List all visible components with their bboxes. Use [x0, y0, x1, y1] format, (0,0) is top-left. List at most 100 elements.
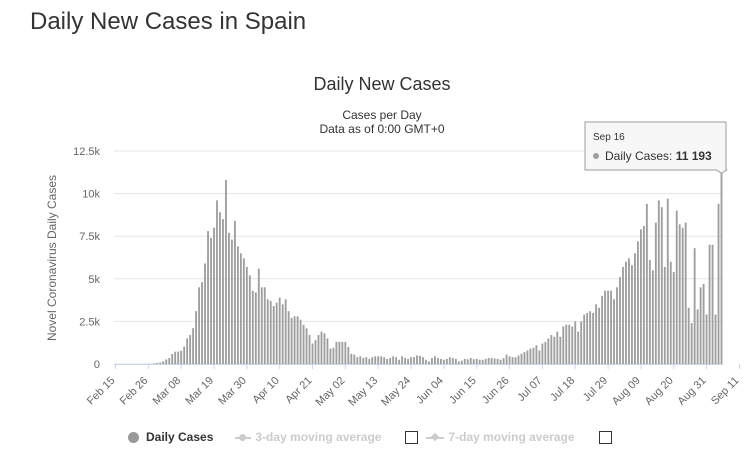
bar	[571, 327, 573, 364]
bar	[676, 211, 678, 364]
checkbox-3-day-average[interactable]	[405, 431, 418, 444]
legend-line-marker-icon	[235, 432, 251, 443]
bar	[607, 291, 609, 364]
legend-item-3-day-average[interactable]: 3-day moving average	[235, 430, 381, 444]
y-axis-title: Novel Coronavirus Daily Cases	[45, 175, 59, 341]
y-tick-label: 10k	[82, 189, 100, 201]
bar	[431, 358, 433, 364]
bar	[643, 226, 645, 364]
y-tick-label: 2.5k	[79, 316, 100, 328]
bar	[315, 340, 317, 364]
bar	[685, 223, 687, 364]
bar	[407, 359, 409, 364]
chart-subtitle-line-1: Cases per Day	[342, 108, 421, 122]
x-tick-label: Jun 15	[447, 375, 479, 407]
bar	[276, 303, 278, 364]
bar	[264, 287, 266, 364]
bar	[383, 357, 385, 364]
x-tick-label: Mar 19	[183, 375, 216, 408]
bar	[479, 360, 481, 364]
bar	[288, 311, 290, 364]
bar	[610, 291, 612, 364]
tooltip-marker	[593, 153, 599, 159]
bar	[386, 359, 388, 364]
bar	[488, 358, 490, 364]
bar	[598, 308, 600, 364]
bar	[180, 351, 182, 364]
bar	[500, 360, 502, 364]
bar	[267, 299, 269, 364]
bar	[601, 296, 603, 364]
bar	[706, 315, 708, 364]
bar	[544, 342, 546, 364]
x-tick-label: Aug 31	[676, 375, 709, 408]
bar	[273, 306, 275, 364]
bar	[419, 356, 421, 364]
bar	[452, 358, 454, 364]
tooltip-date: Sep 16	[593, 132, 625, 143]
x-tick-label: Apr 21	[283, 375, 314, 406]
x-tick-label: Apr 10	[250, 375, 281, 406]
bar	[482, 360, 484, 364]
bar	[374, 356, 376, 364]
bar	[458, 361, 460, 364]
bar	[541, 344, 543, 364]
bar	[201, 282, 203, 364]
x-tick-label: Mar 08	[151, 375, 184, 408]
x-tick-label: Jul 29	[581, 375, 610, 404]
bar	[494, 359, 496, 364]
x-tick-label: Jul 07	[515, 375, 544, 404]
bar	[562, 327, 564, 364]
x-tick-label: May 24	[379, 375, 413, 409]
x-tick-label: Jul 18	[548, 375, 577, 404]
bar	[324, 333, 326, 364]
bar	[279, 298, 281, 364]
bar	[392, 356, 394, 364]
bar	[380, 356, 382, 364]
bar	[628, 258, 630, 364]
bar	[709, 245, 711, 364]
bar	[321, 332, 323, 364]
bar	[395, 357, 397, 364]
bar	[186, 338, 188, 364]
bar	[371, 357, 373, 364]
legend-item-daily-cases[interactable]: Daily Cases	[128, 430, 213, 444]
bar	[703, 284, 705, 364]
bar	[446, 359, 448, 364]
bar	[189, 335, 191, 364]
bar	[261, 287, 263, 364]
bar	[422, 357, 424, 364]
bar	[649, 260, 651, 364]
checkbox-7-day-average[interactable]	[599, 431, 612, 444]
bar	[171, 354, 173, 364]
bar	[213, 228, 215, 364]
tooltip-series-label: Daily Cases: 11 193	[605, 149, 712, 163]
x-tick-label: Jun 04	[414, 375, 446, 407]
bar	[243, 258, 245, 364]
bar	[168, 358, 170, 364]
bar	[246, 267, 248, 364]
bar	[330, 349, 332, 364]
bar	[153, 363, 155, 364]
bar	[670, 262, 672, 364]
bar	[550, 335, 552, 364]
bar	[497, 359, 499, 364]
bar	[413, 357, 415, 364]
bar	[338, 342, 340, 364]
bar	[347, 347, 349, 364]
bar	[712, 245, 714, 364]
bar	[515, 357, 517, 364]
bar	[616, 287, 618, 364]
bar	[533, 348, 535, 364]
legend-item-7-day-average[interactable]: 7-day moving average	[426, 430, 574, 444]
bar	[664, 267, 666, 364]
bar	[231, 240, 233, 364]
bar	[509, 356, 511, 364]
bar	[434, 356, 436, 364]
bar	[401, 356, 403, 364]
bar	[210, 238, 212, 364]
bar	[461, 361, 463, 364]
bar	[332, 348, 334, 364]
bar	[682, 228, 684, 364]
